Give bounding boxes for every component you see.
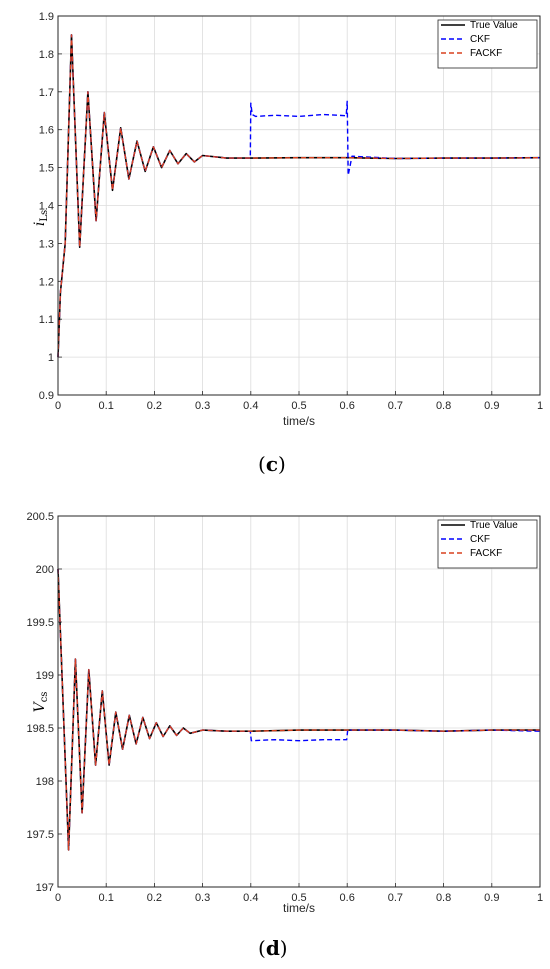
series-group-c bbox=[57, 34, 541, 358]
series-line-fackf bbox=[57, 34, 541, 358]
panel-caption-c: (c) bbox=[258, 452, 286, 476]
y-tick-label: 198 bbox=[36, 776, 54, 788]
y-axis-label-c: iLs bbox=[32, 210, 50, 226]
x-tick-label: 0.5 bbox=[291, 400, 306, 412]
x-tick-label: 0.6 bbox=[340, 892, 355, 904]
y-tick-label: 1.1 bbox=[39, 314, 54, 326]
x-tick-label: 0.3 bbox=[195, 892, 210, 904]
x-tick-label: 0.1 bbox=[99, 400, 114, 412]
y-tick-label: 1.4 bbox=[39, 201, 54, 213]
x-axis-label-c: time/s bbox=[283, 414, 315, 428]
axes-frame-c bbox=[57, 15, 541, 396]
x-tick-label: 0.2 bbox=[147, 400, 162, 412]
series-line-ckf bbox=[57, 34, 541, 358]
y-axis-label-main-c: i bbox=[32, 222, 48, 226]
chart-panel-d: 0 0.1 0.2 0.3 0.4 0.5 0.6 0.7 0.8 0.9 1 197197.519… bbox=[26, 511, 543, 915]
legend-entry: FACKF bbox=[470, 48, 502, 59]
x-tick-label: 0.9 bbox=[484, 892, 499, 904]
series-group-d bbox=[57, 568, 541, 851]
y-tick-label: 1.9 bbox=[39, 11, 54, 23]
y-tick-label: 1.3 bbox=[39, 238, 54, 250]
y-tick-label: 1.6 bbox=[39, 125, 54, 137]
panel-caption-c-letter: c bbox=[265, 452, 278, 476]
y-tick-label: 0.9 bbox=[39, 390, 54, 402]
x-tick-labels-c: 0 0.1 0.2 0.3 0.4 0.5 0.6 0.7 0.8 0.9 1 bbox=[55, 400, 543, 412]
y-tick-labels-d: 197 197.5 198 198.5 199 199.5 200 200.5 bbox=[26, 511, 54, 894]
x-tick-label: 0.1 bbox=[99, 892, 114, 904]
y-tick-label: 1.8 bbox=[39, 49, 54, 61]
y-axis-label-main-d: V bbox=[32, 700, 48, 712]
x-tick-label: 0.7 bbox=[388, 892, 403, 904]
x-axis-label-d: time/s bbox=[283, 901, 315, 915]
x-tick-label: 0.5 bbox=[291, 892, 306, 904]
legend-d: True Value CKF FACKF bbox=[437, 519, 538, 569]
axes-frame-d bbox=[57, 515, 541, 888]
x-tick-label: 0.4 bbox=[243, 400, 258, 412]
y-tick-label: 1.7 bbox=[39, 87, 54, 99]
legend-c: True Value CKF FACKF bbox=[437, 19, 538, 69]
y-tick-label: 198.5 bbox=[26, 723, 54, 735]
x-tick-label: 0.9 bbox=[484, 400, 499, 412]
y-tick-label: 200 bbox=[36, 564, 54, 576]
x-tick-label: 0.3 bbox=[195, 400, 210, 412]
y-tick-label: 199.5 bbox=[26, 617, 54, 629]
grid-c bbox=[57, 15, 541, 396]
x-tick-label: 0.2 bbox=[147, 892, 162, 904]
x-tick-label: 0.7 bbox=[388, 400, 403, 412]
y-tick-label: 1 bbox=[48, 352, 54, 364]
panel-caption-d-letter: d bbox=[265, 936, 280, 960]
x-tick-label: 0.8 bbox=[436, 400, 451, 412]
chart-panel-c: 0 0.1 0.2 0.3 0.4 0.5 0.6 0.7 0.8 0.9 1 0.9 1 1.1 1.2… bbox=[32, 11, 543, 428]
x-tick-label: 0.6 bbox=[340, 400, 355, 412]
legend-entry: FACKF bbox=[470, 548, 502, 559]
x-tick-label: 0 bbox=[55, 400, 61, 412]
series-line-fackf bbox=[57, 568, 540, 851]
y-tick-label: 1.5 bbox=[39, 163, 54, 175]
x-tick-label: 0 bbox=[55, 892, 61, 904]
y-tick-label: 200.5 bbox=[26, 511, 54, 523]
y-tick-label: 1.2 bbox=[39, 276, 54, 288]
y-tick-label: 199 bbox=[36, 670, 54, 682]
x-tick-label: 0.4 bbox=[243, 892, 258, 904]
legend-box-c bbox=[437, 19, 538, 69]
x-tick-label: 0.8 bbox=[436, 892, 451, 904]
y-tick-label: 197.5 bbox=[26, 829, 54, 841]
y-tick-label: 197 bbox=[36, 882, 54, 894]
legend-entry: True Value bbox=[470, 520, 518, 531]
panel-caption-d: (d) bbox=[258, 936, 288, 960]
y-tick-labels-c: 0.9 1 1.1 1.2 1.3 1.4 1.5 1.6 1.7 1.8 1.9 bbox=[39, 11, 54, 402]
x-tick-labels-d: 0 0.1 0.2 0.3 0.4 0.5 0.6 0.7 0.8 0.9 1 bbox=[55, 892, 543, 904]
legend-entry: CKF bbox=[470, 34, 490, 45]
legend-box-d bbox=[437, 519, 538, 569]
y-axis-label-d: Vcs bbox=[32, 692, 50, 713]
y-axis-label-sub-d: cs bbox=[39, 692, 50, 703]
legend-entry: CKF bbox=[470, 534, 490, 545]
legend-entry: True Value bbox=[470, 20, 518, 31]
y-axis-label-sub-c: Ls bbox=[39, 210, 50, 222]
x-tick-label: 1 bbox=[537, 892, 543, 904]
x-tick-label: 1 bbox=[537, 400, 543, 412]
